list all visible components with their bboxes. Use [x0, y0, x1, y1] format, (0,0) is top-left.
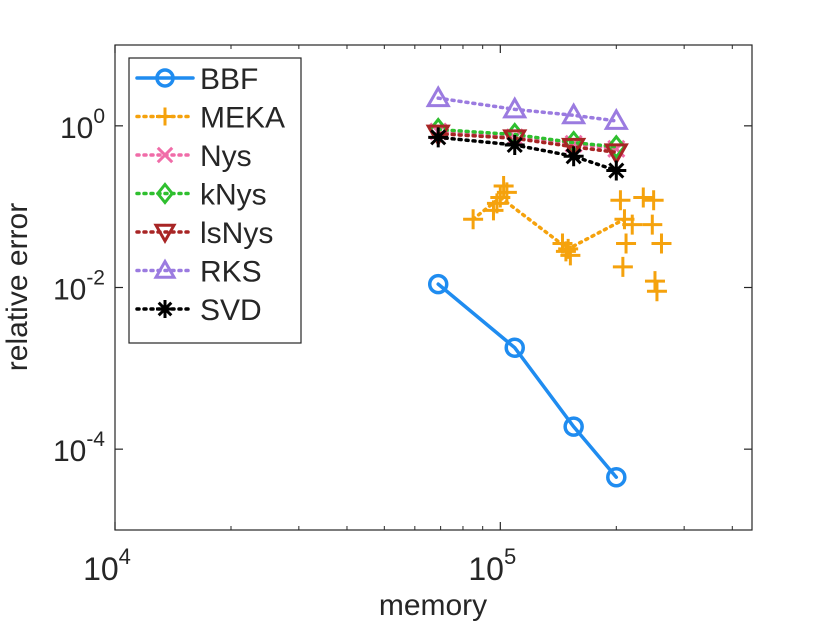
data-point	[651, 233, 672, 254]
series-line	[436, 131, 619, 155]
series-line	[436, 129, 619, 151]
data-point	[616, 233, 637, 254]
data-point	[496, 182, 517, 203]
legend-entry-SVD: SVD	[135, 294, 262, 327]
data-point	[428, 127, 449, 148]
data-point	[642, 214, 663, 235]
legend-label: lsNys	[200, 217, 273, 250]
legend-marker	[156, 146, 174, 164]
data-point	[610, 190, 631, 211]
legend-entry-RKS: RKS	[135, 256, 262, 289]
series-lsNys	[425, 124, 629, 166]
legend-entry-BBF: BBF	[135, 63, 258, 96]
series-layer	[425, 85, 672, 488]
series-MEKA	[463, 176, 672, 302]
series-RKS	[425, 85, 629, 130]
legend: BBF MEKA Nys kNys lsNys RKS SVD	[128, 57, 302, 344]
x-axis: 104 105	[83, 45, 733, 587]
data-point	[504, 337, 525, 358]
data-point	[643, 190, 664, 211]
y-tick-label: 10-2	[53, 267, 105, 307]
data-point	[463, 209, 484, 230]
y-tick-label: 100	[60, 105, 105, 145]
data-point	[644, 271, 665, 292]
legend-marker	[153, 258, 177, 279]
x-tick-label: 105	[468, 544, 516, 587]
data-point	[622, 214, 643, 235]
data-point	[504, 134, 525, 155]
legend-label: SVD	[200, 294, 262, 327]
series-SVD	[428, 127, 627, 181]
legend-marker	[156, 300, 174, 318]
data-point	[560, 245, 581, 266]
data-point	[425, 124, 451, 147]
legend-marker	[156, 107, 174, 126]
legend-label: BBF	[200, 63, 258, 96]
series-line	[436, 127, 619, 149]
series-line	[436, 135, 619, 173]
legend-marker	[155, 68, 175, 88]
data-point	[555, 241, 576, 262]
data-point	[427, 273, 449, 295]
legend-marker	[153, 223, 177, 245]
legend-entry-MEKA: MEKA	[135, 102, 285, 135]
data-point	[606, 160, 627, 181]
legend-entry-kNys: kNys	[135, 179, 267, 212]
data-point	[561, 102, 587, 125]
series-line	[471, 195, 627, 252]
data-point	[563, 146, 584, 167]
legend-label: kNys	[200, 179, 267, 212]
legend-label: Nys	[200, 140, 252, 173]
series-line	[436, 96, 619, 123]
data-point	[646, 281, 667, 302]
legend-label: RKS	[200, 256, 262, 289]
data-point	[606, 466, 627, 488]
y-axis-label: relative error	[1, 203, 34, 371]
data-point	[563, 416, 584, 437]
series-line	[436, 282, 619, 479]
legend-entry-Nys: Nys	[135, 140, 252, 173]
x-axis-label: memory	[379, 589, 487, 622]
data-point	[502, 96, 528, 119]
data-point	[603, 143, 629, 166]
x-tick-label: 104	[83, 544, 131, 587]
data-point	[425, 85, 451, 108]
legend-entry-lsNys: lsNys	[135, 217, 273, 250]
data-point	[561, 137, 587, 160]
data-point	[633, 187, 654, 208]
data-point	[612, 256, 633, 277]
series-BBF	[427, 273, 627, 488]
legend-marker	[155, 182, 175, 205]
legend-label: MEKA	[200, 102, 285, 135]
y-tick-label: 10-4	[53, 428, 105, 468]
data-point	[486, 193, 507, 214]
legend-box	[128, 57, 302, 344]
data-point	[603, 107, 629, 130]
